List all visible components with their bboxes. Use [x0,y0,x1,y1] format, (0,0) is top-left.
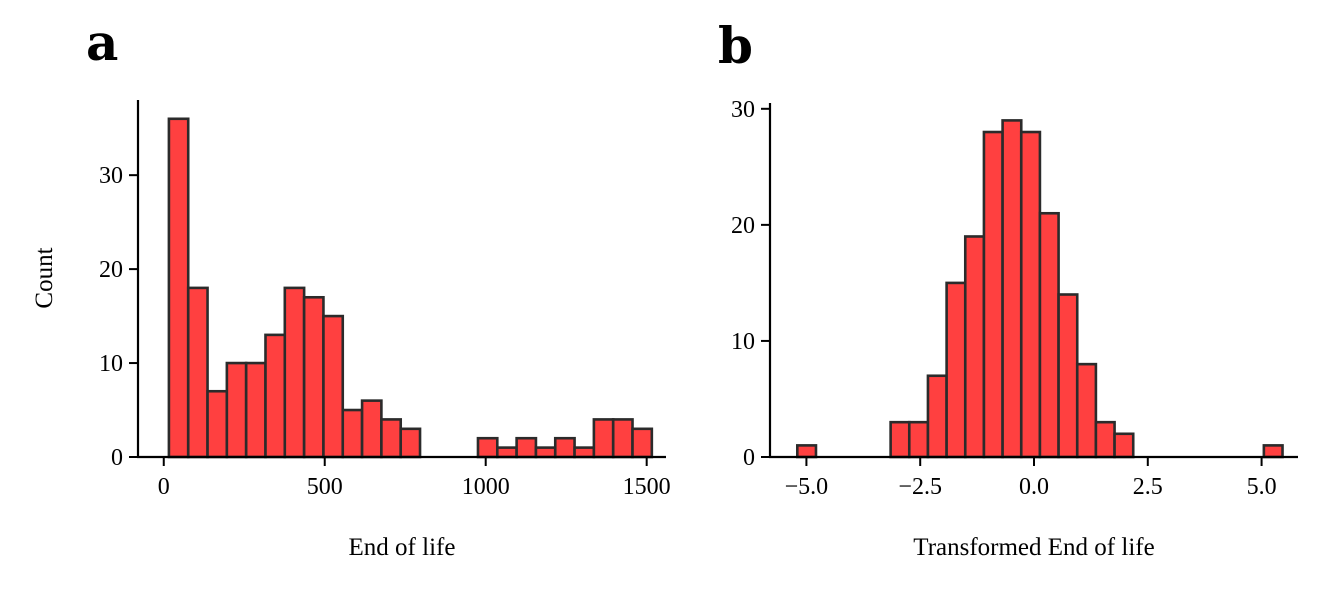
panel-b-bar [1019,130,1042,459]
panel-a: a 0 500 1000 1500 0 10 20 30 End of life Count [31,13,671,561]
panel-a-y-axis-label: Count [31,247,58,308]
panel-a-bar [515,436,538,459]
panel-a-bar [476,436,499,459]
panel-b: b −5.0 −2.5 0.0 2.5 5.0 0 10 20 30 Transformed … [718,16,1298,561]
panel-a-bar [573,446,596,459]
panel-b-bar [945,281,967,459]
panel-a-x-axis-label: End of life [349,534,456,561]
panel-b-bar [796,444,818,459]
panel-b-x-tick-label: −5.0 [785,474,829,500]
panel-a-bar [283,286,306,459]
panel-b-bar [1057,293,1079,459]
panel-b-bar [1262,444,1284,459]
panel-a-bar [553,436,576,459]
panel-a-bar [399,427,422,459]
panel-b-label: b [718,16,753,75]
panel-b-x-tick-label: −2.5 [898,474,942,500]
panel-a-bar [302,295,325,459]
panel-a-x-tick-label: 500 [307,474,343,500]
panel-a-bar [244,361,267,459]
panel-a-y-tick-label: 10 [99,351,123,377]
panel-a-bar [322,314,345,459]
panel-b-x-tick-label: 5.0 [1247,474,1277,500]
panel-b-bar [1075,362,1098,459]
panel-a-x-tick-label: 1000 [462,474,510,500]
panel-a-bar [631,427,654,459]
panel-b-bar [1113,432,1135,459]
panel-b-y-tick-label: 30 [731,97,755,123]
panel-a-bar [341,408,364,459]
panel-a-bar [611,418,634,459]
panel-a-label: a [86,13,118,72]
panel-b-bar [1038,211,1060,459]
panel-b-x-tick-label: 2.5 [1133,474,1163,500]
panel-b-bar [926,374,948,459]
panel-a-bar [167,117,190,459]
panel-b-bars [796,119,1284,459]
panel-a-y-tick-label: 0 [111,445,123,471]
panel-b-bar [1094,420,1116,459]
panel-a-bar [592,418,615,459]
panel-a-bars [167,117,654,459]
panel-b-y-tick-label: 10 [731,329,755,355]
panel-b-bar [889,420,911,459]
panel-a-bar [534,446,557,459]
panel-a-x-tick-label: 0 [158,474,170,500]
panel-a-bar [206,389,229,459]
panel-a-bar [186,286,209,459]
panel-b-y-tick-label: 0 [743,445,755,471]
panel-b-bar [982,130,1004,459]
panel-a-bar [225,361,248,459]
panel-a-x-tick-label: 1500 [623,474,671,500]
panel-b-x-axis-label: Transformed End of life [913,534,1154,561]
panel-a-y-ticks: 0 10 20 30 [99,163,138,471]
panel-a-x-ticks: 0 500 1000 1500 [158,457,671,500]
panel-b-y-tick-label: 20 [731,213,755,239]
panel-a-bar [495,446,518,459]
panel-b-y-ticks: 0 10 20 30 [731,97,770,471]
panel-b-x-tick-label: 0.0 [1019,474,1049,500]
panel-a-y-tick-label: 30 [99,163,123,189]
panel-b-bar [963,235,986,459]
panel-b-bar [1001,119,1023,459]
panel-a-y-tick-label: 20 [99,257,123,283]
panel-b-bar [907,420,930,459]
panel-b-x-ticks: −5.0 −2.5 0.0 2.5 5.0 [785,457,1277,500]
panel-a-bar [264,333,287,459]
panel-a-bar [380,418,403,459]
panel-a-bar [360,399,383,459]
